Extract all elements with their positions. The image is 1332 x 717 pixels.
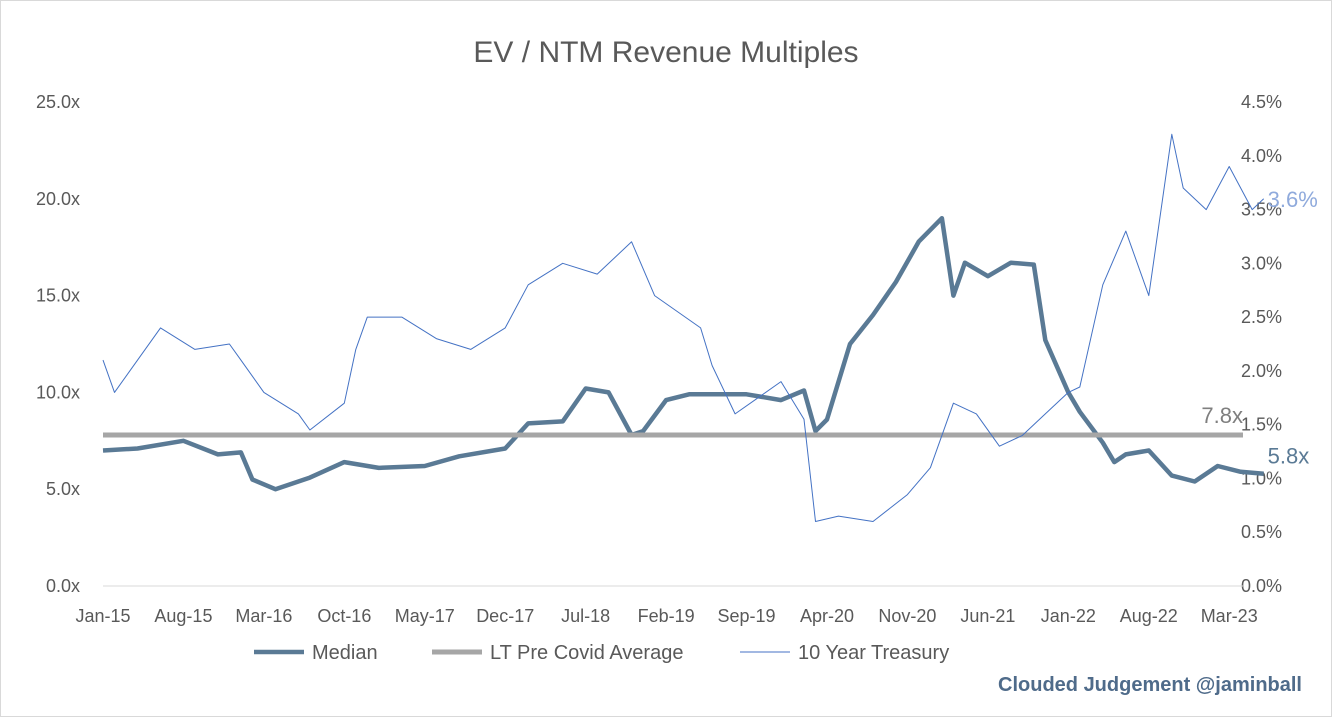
treasury-line bbox=[102, 133, 1265, 522]
x-tick-label: Aug-15 bbox=[154, 606, 212, 626]
left-tick-label: 0.0x bbox=[46, 576, 80, 596]
right-tick-label: 2.5% bbox=[1241, 307, 1282, 327]
right-tick-label: 3.0% bbox=[1241, 253, 1282, 273]
x-axis: Jan-15 Aug-15 Mar-16 Oct-16 May-17 Dec-17 Jul-… bbox=[75, 606, 1257, 626]
left-tick-label: 20.0x bbox=[36, 189, 80, 209]
x-tick-label: Feb-19 bbox=[638, 606, 695, 626]
x-tick-label: May-17 bbox=[395, 606, 455, 626]
x-tick-label: Mar-16 bbox=[235, 606, 292, 626]
x-tick-label: Jan-15 bbox=[75, 606, 130, 626]
x-tick-label: Jul-18 bbox=[561, 606, 610, 626]
median-line bbox=[102, 215, 1264, 492]
right-tick-label: 3.5% bbox=[1241, 200, 1282, 220]
plot-area bbox=[102, 133, 1265, 522]
legend-entry: Median bbox=[312, 642, 378, 664]
right-axis: 0.0%0.5%1.0%1.5%2.0%2.5%3.0%3.5%4.0%4.5% bbox=[1241, 92, 1282, 596]
x-tick-label: Nov-20 bbox=[878, 606, 936, 626]
average-end-label: 7.8x bbox=[1201, 403, 1243, 428]
x-tick-label: Dec-17 bbox=[476, 606, 534, 626]
right-tick-label: 1.5% bbox=[1241, 415, 1282, 435]
right-tick-label: 4.5% bbox=[1241, 92, 1282, 112]
median-end-label: 5.8x bbox=[1268, 444, 1310, 469]
legend-entry: LT Pre Covid Average bbox=[490, 642, 683, 664]
left-tick-label: 5.0x bbox=[46, 479, 80, 499]
legend-entry: 10 Year Treasury bbox=[798, 642, 949, 664]
right-tick-label: 2.0% bbox=[1241, 361, 1282, 381]
right-tick-label: 0.0% bbox=[1241, 576, 1282, 596]
treasury-end-label: 3.6% bbox=[1268, 187, 1318, 212]
left-tick-label: 15.0x bbox=[36, 286, 80, 306]
x-tick-label: Jan-22 bbox=[1041, 606, 1096, 626]
left-tick-label: 10.0x bbox=[36, 382, 80, 402]
x-tick-label: Oct-16 bbox=[317, 606, 371, 626]
left-axis: 0.0x 5.0x 10.0x 15.0x 20.0x 25.0x bbox=[36, 92, 80, 596]
x-tick-label: Apr-20 bbox=[800, 606, 854, 626]
right-tick-label: 0.5% bbox=[1241, 522, 1282, 542]
x-tick-label: Sep-19 bbox=[718, 606, 776, 626]
x-tick-label: Aug-22 bbox=[1120, 606, 1178, 626]
chart-title: EV / NTM Revenue Multiples bbox=[473, 36, 858, 69]
legend: Median LT Pre Covid Average 10 Year Treasu… bbox=[254, 642, 949, 664]
credit-text: Clouded Judgement @jaminball bbox=[998, 674, 1302, 696]
left-tick-label: 25.0x bbox=[36, 92, 80, 112]
x-tick-label: Mar-23 bbox=[1201, 606, 1258, 626]
right-tick-label: 4.0% bbox=[1241, 146, 1282, 166]
x-tick-label: Jun-21 bbox=[960, 606, 1015, 626]
